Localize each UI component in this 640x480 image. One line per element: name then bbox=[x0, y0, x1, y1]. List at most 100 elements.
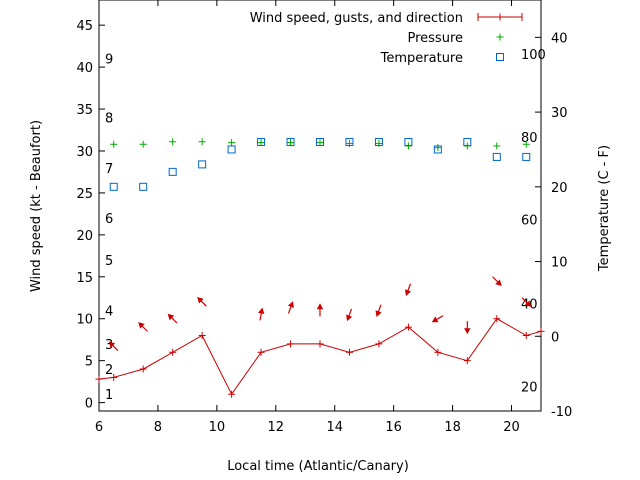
y-left-tick-label: 45 bbox=[76, 19, 93, 34]
arrow-head bbox=[167, 313, 175, 321]
pressure-point bbox=[287, 139, 295, 147]
fahrenheit-label: 100 bbox=[521, 48, 546, 63]
wind-point bbox=[522, 332, 530, 340]
fahrenheit-label: 80 bbox=[521, 131, 538, 146]
wind-arrow bbox=[404, 283, 412, 296]
wind-point bbox=[463, 357, 471, 365]
y-left-tick-label: 10 bbox=[76, 313, 93, 328]
arrow-head bbox=[138, 322, 145, 329]
y-left-tick-label: 15 bbox=[76, 271, 93, 286]
temperature-point bbox=[257, 137, 266, 146]
y-left-tick-label: 40 bbox=[76, 61, 93, 76]
wind-arrow bbox=[521, 297, 532, 307]
y-axis-left-title: Wind speed (kt - Beaufort) bbox=[29, 120, 44, 292]
wind-arrow bbox=[197, 296, 207, 307]
y-axis-right-title: Temperature (C - F) bbox=[597, 145, 612, 272]
wind-arrow bbox=[108, 341, 119, 352]
pressure-point bbox=[110, 140, 118, 148]
x-axis-title: Local time (Atlantic/Canary) bbox=[227, 459, 409, 474]
arrow-head bbox=[375, 310, 382, 317]
beaufort-label: 3 bbox=[105, 338, 113, 353]
wind-arrow bbox=[375, 304, 382, 317]
axis-ticks: 6 8 10 12 14 16 18 20051015202530354045-1001020… bbox=[76, 0, 572, 435]
wind-arrow bbox=[138, 322, 148, 332]
plot-frame bbox=[98, 0, 542, 412]
arrow-head bbox=[108, 341, 116, 348]
x-tick-label: 6 bbox=[95, 420, 103, 435]
legend-label: Wind speed, gusts, and direction bbox=[250, 11, 463, 26]
legend-label: Pressure bbox=[407, 31, 463, 46]
arrow-head bbox=[316, 303, 324, 310]
temperature-point bbox=[404, 137, 413, 146]
wind-point bbox=[257, 348, 265, 356]
temperature-point bbox=[316, 137, 324, 146]
wind-point bbox=[287, 340, 295, 348]
pressure-point bbox=[169, 138, 177, 146]
temperature-point bbox=[286, 137, 295, 146]
x-tick-label: 8 bbox=[154, 420, 162, 435]
series-layer bbox=[95, 137, 545, 398]
wind-arrow bbox=[346, 308, 353, 322]
wind-point bbox=[95, 375, 103, 383]
temperature-point bbox=[463, 137, 472, 146]
fahrenheit-label: 20 bbox=[521, 380, 538, 395]
wind-point bbox=[434, 348, 442, 356]
y-left-tick-label: 0 bbox=[85, 397, 93, 412]
wind-point bbox=[139, 365, 147, 373]
wind-point bbox=[345, 348, 353, 356]
arrow-head bbox=[495, 279, 502, 286]
beaufort-label: 4 bbox=[105, 304, 113, 319]
legend: Wind speed, gusts, and direction Pressure… bbox=[250, 11, 523, 66]
pressure-point bbox=[198, 138, 206, 146]
legend-swatch-marker bbox=[496, 53, 504, 61]
y-right-tick-label: 40 bbox=[551, 31, 568, 46]
temperature-point bbox=[492, 152, 501, 161]
temperature-point bbox=[139, 182, 148, 191]
wind-arrow bbox=[258, 307, 265, 321]
pressure-point bbox=[257, 139, 265, 147]
pressure-point bbox=[139, 140, 147, 148]
wind-arrow bbox=[492, 276, 502, 286]
wind-point bbox=[228, 390, 236, 398]
x-tick-label: 20 bbox=[503, 420, 520, 435]
wind-arrow bbox=[167, 313, 178, 324]
arrow-head bbox=[464, 328, 471, 335]
wind-point bbox=[110, 373, 118, 381]
x-tick-label: 14 bbox=[326, 420, 343, 435]
wind-arrow bbox=[287, 301, 294, 314]
beaufort-label: 7 bbox=[105, 162, 113, 177]
y-right-tick-label: -10 bbox=[551, 405, 572, 420]
temperature-point bbox=[374, 137, 383, 146]
wind-arrows bbox=[108, 276, 532, 352]
legend-label: Temperature bbox=[380, 51, 463, 66]
y-left-tick-label: 25 bbox=[76, 187, 93, 202]
x-tick-label: 10 bbox=[209, 420, 226, 435]
x-tick-label: 16 bbox=[385, 420, 402, 435]
wind-point bbox=[375, 340, 383, 348]
temperature-point bbox=[345, 137, 354, 146]
wind-arrow bbox=[316, 303, 324, 317]
beaufort-label: 9 bbox=[105, 53, 113, 68]
wind-point bbox=[316, 340, 324, 348]
wind-arrow bbox=[431, 315, 444, 323]
y-right-tick-label: 0 bbox=[551, 330, 559, 345]
wind-point bbox=[198, 332, 206, 340]
x-tick-label: 18 bbox=[444, 420, 461, 435]
temperature-point bbox=[109, 182, 118, 191]
wind-speed-line bbox=[98, 318, 542, 396]
temperature-point bbox=[168, 167, 177, 176]
y-left-tick-label: 30 bbox=[76, 145, 93, 160]
beaufort-label: 1 bbox=[105, 388, 113, 403]
x-tick-label: 12 bbox=[268, 420, 285, 435]
beaufort-label: 8 bbox=[105, 111, 113, 126]
wind-point bbox=[493, 315, 501, 323]
temperature-point bbox=[522, 152, 531, 161]
y-left-tick-label: 20 bbox=[76, 229, 93, 244]
temperature-point bbox=[198, 160, 207, 169]
beaufort-label: 6 bbox=[105, 212, 113, 227]
wind-point bbox=[169, 348, 177, 356]
arrow-head bbox=[431, 316, 439, 323]
pressure-point bbox=[522, 140, 530, 148]
